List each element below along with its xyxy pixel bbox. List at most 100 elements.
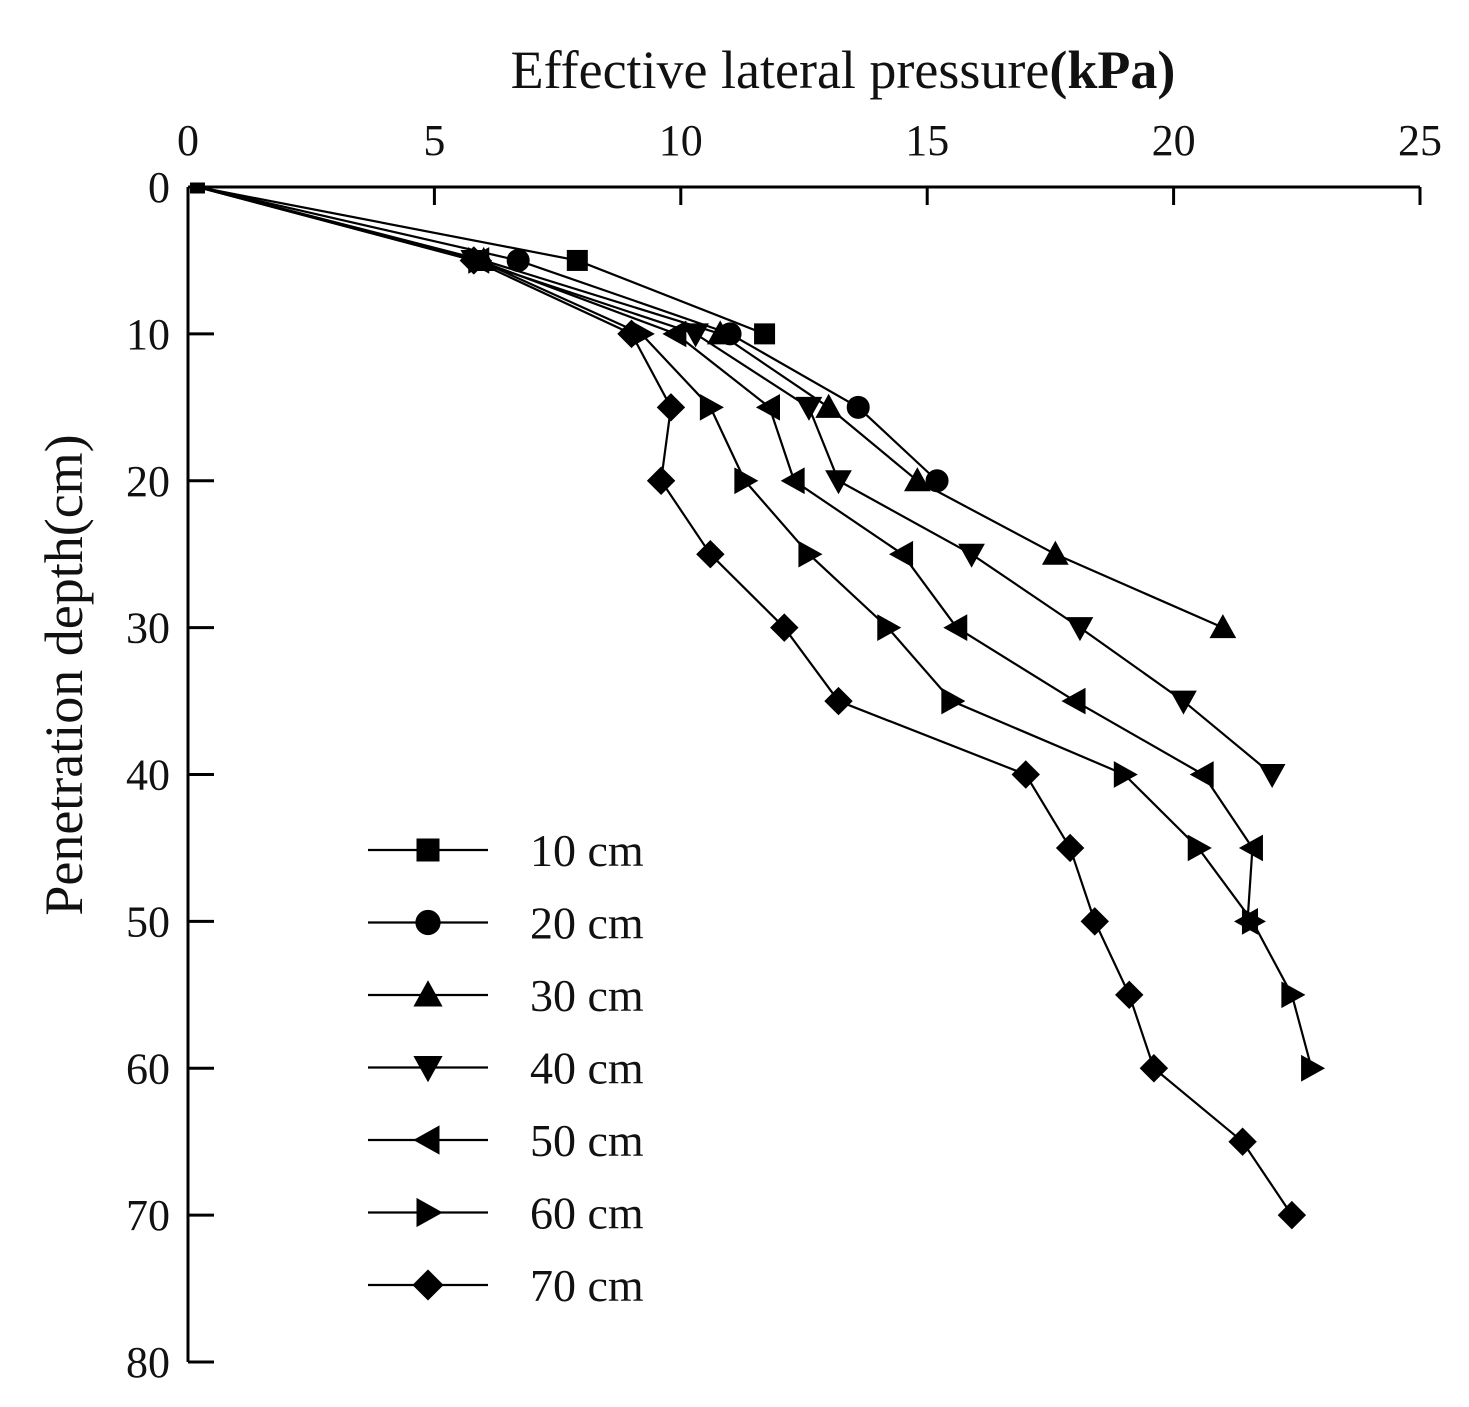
y-tick-label: 40 (126, 751, 170, 800)
legend-item: 60 cm (368, 1188, 644, 1239)
legend-label: 10 cm (530, 825, 644, 876)
legend-item: 30 cm (368, 970, 644, 1021)
data-point (755, 393, 781, 421)
y-tick-label: 80 (126, 1338, 170, 1387)
data-point (459, 246, 489, 275)
series-50cm (197, 185, 1263, 935)
data-point (696, 539, 725, 569)
legend-item: 10 cm (368, 825, 644, 876)
legend-label: 60 cm (530, 1188, 644, 1239)
legend-label: 30 cm (530, 970, 644, 1021)
y-tick-label: 70 (126, 1191, 170, 1240)
data-point (1170, 690, 1197, 715)
data-point (877, 614, 902, 641)
data-point (770, 613, 799, 642)
chart-title-unit: (kPa) (1049, 40, 1175, 100)
y-tick-label: 60 (126, 1044, 170, 1093)
legend-item: 50 cm (368, 1115, 644, 1166)
data-point (1061, 687, 1086, 715)
chart-title: Effective lateral pressure(kPa) (511, 40, 1176, 100)
data-point (656, 393, 686, 422)
data-point (1055, 833, 1085, 863)
legend-item: 70 cm (368, 1260, 644, 1311)
series-70cm (197, 185, 1307, 1230)
series-10cm (197, 185, 776, 345)
legend-marker (413, 980, 443, 1007)
data-point (699, 393, 724, 421)
y-tick-label: 50 (126, 897, 170, 946)
series-line (197, 185, 938, 482)
y-ticks: 0 10 20 30 40 50 60 70 80 (126, 163, 214, 1387)
data-point (780, 467, 805, 495)
data-point (1066, 617, 1094, 642)
legend-marker (415, 909, 441, 936)
data-point (903, 467, 931, 492)
series-group (189, 182, 1326, 1230)
legend: 10 cm 20 cm 30 cm 40 cm 50 cm 60 cm 70 cm (368, 825, 644, 1311)
x-tick-label: 15 (905, 116, 949, 165)
x-tick-label: 5 (423, 116, 445, 165)
data-point (1080, 907, 1109, 936)
data-point (846, 395, 870, 419)
data-point (1277, 1200, 1307, 1230)
y-tick-label: 20 (126, 457, 170, 506)
y-tick-label: 0 (148, 163, 170, 212)
data-point (1115, 980, 1144, 1010)
x-tick-label: 25 (1398, 116, 1442, 165)
series-60cm (197, 185, 1326, 1082)
data-point (754, 323, 776, 345)
data-point (1258, 764, 1286, 789)
data-point (1187, 834, 1212, 862)
legend-marker (416, 838, 440, 862)
data-point (566, 249, 588, 271)
y-axis-label: Penetration depth(cm) (34, 434, 94, 915)
series-line (197, 185, 1254, 922)
legend-label: 40 cm (530, 1043, 644, 1094)
legend-marker (412, 1269, 444, 1301)
data-point (941, 687, 966, 715)
series-line (197, 185, 1313, 1069)
legend-marker (413, 1125, 440, 1155)
data-point (617, 319, 646, 349)
data-point (1113, 761, 1138, 788)
x-ticks: 0 5 10 15 20 25 (177, 116, 1442, 205)
y-tick-label: 30 (126, 604, 170, 653)
data-point (1189, 761, 1214, 788)
data-point (1281, 981, 1306, 1009)
chart-title-text: Effective lateral pressure (511, 40, 1050, 100)
data-point (1139, 1054, 1169, 1083)
data-point (958, 543, 985, 568)
data-point (1041, 540, 1069, 565)
data-point (815, 393, 842, 418)
legend-label: 50 cm (530, 1115, 644, 1166)
data-point (943, 614, 968, 641)
series-30cm (197, 185, 1237, 639)
data-point (798, 540, 823, 568)
legend-label: 70 cm (530, 1260, 644, 1311)
data-point (1238, 834, 1263, 862)
series-20cm (197, 185, 949, 493)
legend-item: 20 cm (368, 898, 644, 949)
legend-item: 40 cm (368, 1043, 644, 1094)
data-point (1209, 614, 1237, 639)
data-point (824, 686, 853, 716)
data-point (1301, 1054, 1326, 1082)
legend-marker (413, 1056, 443, 1083)
y-tick-label: 10 (126, 310, 170, 359)
data-point (706, 320, 734, 345)
x-tick-label: 10 (659, 116, 703, 165)
data-point (646, 466, 676, 495)
data-point (795, 396, 823, 421)
data-point (889, 540, 914, 568)
data-point (1011, 760, 1040, 789)
data-point (825, 470, 852, 495)
legend-label: 20 cm (530, 898, 644, 949)
data-point (1241, 908, 1266, 935)
data-point (662, 320, 687, 348)
data-point (734, 467, 759, 495)
x-tick-label: 0 (177, 116, 199, 165)
data-point (1228, 1127, 1257, 1156)
data-point (682, 323, 709, 348)
legend-marker (416, 1197, 443, 1228)
